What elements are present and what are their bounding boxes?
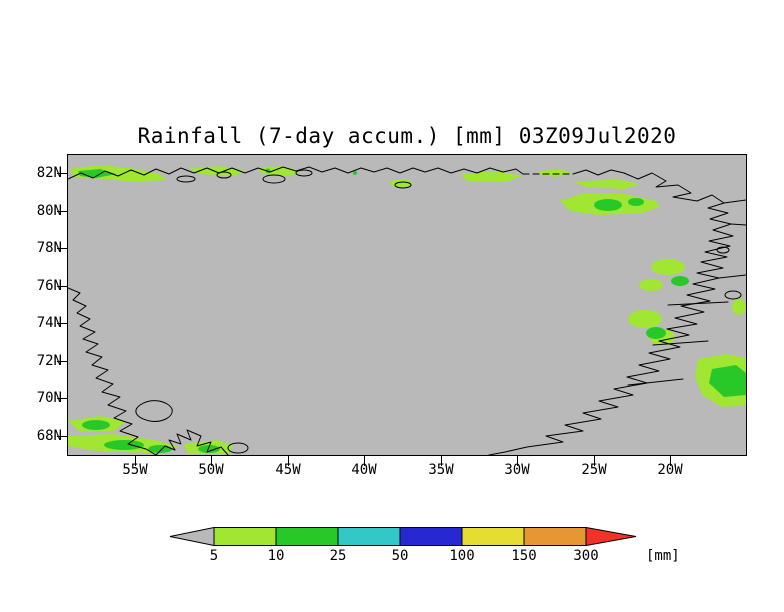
rain-patch: [646, 327, 666, 339]
rain-patches-green: [78, 168, 746, 453]
colorbar-label: 50: [391, 548, 409, 564]
rain-patch: [256, 166, 302, 176]
lat-tick-label: 74N: [36, 315, 62, 331]
lat-tick: [57, 398, 67, 399]
rain-patch: [732, 299, 746, 315]
lat-tick-label: 72N: [36, 353, 62, 369]
colorbar-segment: [275, 527, 339, 546]
lon-tick-label: 50W: [198, 462, 224, 478]
island-disko: [135, 400, 173, 422]
map-canvas: [68, 165, 746, 455]
colorbar-label: 100: [449, 548, 475, 564]
lon-tick-label: 20W: [657, 462, 683, 478]
map-panel: [67, 154, 747, 456]
rain-patch: [671, 276, 689, 286]
lat-tick-label: 82N: [36, 165, 62, 181]
island: [716, 246, 730, 254]
coastline-north-east: [572, 169, 746, 204]
lon-tick-label: 30W: [504, 462, 530, 478]
rain-patch: [390, 179, 414, 188]
rain-patch: [575, 179, 640, 189]
lon-tick-label: 45W: [275, 462, 301, 478]
coastline-disko-bay: [155, 429, 229, 455]
lat-tick: [57, 286, 67, 287]
lon-tick-label: 55W: [122, 462, 148, 478]
rain-patch: [353, 171, 357, 175]
lon-tick-label: 35W: [428, 462, 454, 478]
lat-tick-label: 76N: [36, 278, 62, 294]
fjord-line: [667, 301, 729, 306]
coastline-north: [68, 166, 524, 180]
lat-tick-label: 68N: [36, 428, 62, 444]
colorbar-label: 150: [511, 548, 537, 564]
colorbar-segment: [337, 527, 401, 546]
colorbar-segment: [461, 527, 525, 546]
lon-tick-label: 25W: [581, 462, 607, 478]
lon-tick: [288, 456, 289, 466]
colorbar-label: 25: [329, 548, 347, 564]
rain-patch: [628, 198, 644, 206]
lon-tick: [441, 456, 442, 466]
lat-tick-label: 80N: [36, 203, 62, 219]
rain-patch: [628, 310, 662, 328]
colorbar-label: 10: [267, 548, 285, 564]
colorbar-left-arrow: [169, 526, 215, 547]
fjord-line: [652, 340, 709, 346]
rain-patch: [639, 279, 663, 291]
lon-tick: [594, 456, 595, 466]
rain-patches-light: [68, 165, 746, 454]
island: [227, 442, 249, 454]
lon-tick: [670, 456, 671, 466]
colorbar-label: 300: [573, 548, 599, 564]
chart-title: Rainfall (7-day accum.) [mm] 03Z09Jul202…: [137, 124, 677, 148]
colorbar-right-arrow: [585, 526, 637, 547]
coastline-west: [68, 287, 157, 455]
lat-tick: [57, 323, 67, 324]
colorbar-segment: [399, 527, 463, 546]
rain-patch: [651, 259, 685, 275]
colorbar-label: 5: [209, 548, 219, 564]
island: [262, 174, 286, 184]
lat-tick: [57, 248, 67, 249]
colorbar-units-label: [mm]: [646, 548, 680, 564]
coastline-east-lower: [488, 277, 720, 455]
lat-tick-label: 78N: [36, 240, 62, 256]
rain-patch: [538, 169, 572, 177]
island: [724, 290, 742, 300]
rain-patch: [82, 420, 110, 430]
colorbar-segment: [523, 527, 587, 546]
colorbar-segment: [213, 527, 277, 546]
island: [176, 175, 196, 183]
lon-tick: [135, 456, 136, 466]
lat-tick: [57, 361, 67, 362]
island: [216, 171, 232, 179]
lat-tick: [57, 211, 67, 212]
rain-patch: [188, 166, 244, 176]
coastlines: [68, 166, 746, 455]
lat-tick: [57, 436, 67, 437]
rain-patch: [104, 440, 144, 450]
lon-tick-label: 40W: [351, 462, 377, 478]
island: [295, 169, 313, 177]
rain-patch: [460, 171, 522, 182]
fjord-line: [627, 378, 684, 386]
lon-tick: [211, 456, 212, 466]
rain-patch: [148, 445, 172, 453]
island: [394, 181, 412, 189]
lat-tick-label: 70N: [36, 390, 62, 406]
lon-tick: [517, 456, 518, 466]
rain-patch: [594, 199, 622, 211]
coastline-east-upper: [707, 202, 746, 226]
colorbar: [169, 526, 637, 547]
coastline-east-mid: [696, 223, 746, 279]
lon-tick: [364, 456, 365, 466]
lat-tick: [57, 173, 67, 174]
rain-patch: [709, 365, 746, 397]
rain-patch: [198, 445, 220, 453]
